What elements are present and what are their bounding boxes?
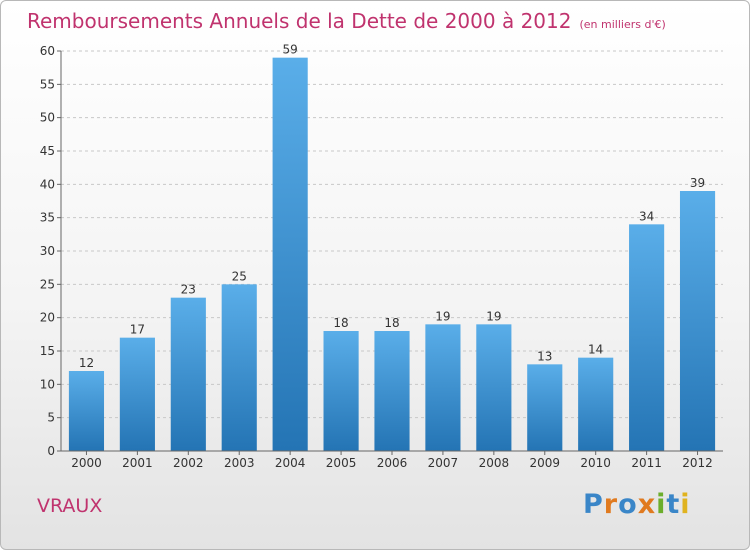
- title-text: Remboursements Annuels de la Dette de 20…: [27, 9, 572, 33]
- bar: [679, 191, 716, 451]
- x-tick-label: 2001: [122, 456, 153, 470]
- bar: [68, 371, 105, 451]
- x-tick-label: 2002: [173, 456, 204, 470]
- data-label: 39: [690, 176, 705, 190]
- bar: [323, 331, 359, 451]
- bar: [272, 57, 308, 452]
- bar: [527, 364, 563, 451]
- bars: 12 17 23 25 59 18 18 19 19 13 14 34 39: [68, 43, 716, 452]
- data-label: 23: [181, 283, 196, 297]
- logo-letter: o: [618, 489, 638, 520]
- bar: [425, 324, 461, 451]
- logo-letter: r: [603, 489, 619, 520]
- bar: [629, 224, 665, 451]
- bar: [170, 297, 206, 451]
- y-tick-label: 60: [40, 44, 55, 58]
- y-tick-label: 5: [47, 411, 55, 425]
- logo-letter: i: [680, 489, 691, 520]
- y-tick-label: 0: [47, 444, 55, 458]
- bar: [578, 357, 614, 451]
- logo-letter: P: [583, 489, 604, 520]
- data-label: 13: [537, 349, 552, 363]
- x-tick-label: 2003: [224, 456, 255, 470]
- x-tick-label: 2007: [428, 456, 459, 470]
- x-tick-label: 2011: [631, 456, 662, 470]
- data-label: 19: [435, 309, 450, 323]
- chart-title: Remboursements Annuels de la Dette de 20…: [27, 9, 666, 33]
- logo-letter: t: [666, 489, 681, 520]
- x-tick-label: 2005: [326, 456, 357, 470]
- y-tick-label: 15: [40, 344, 55, 358]
- proxiti-logo: Proxiti: [583, 489, 691, 520]
- y-tick-label: 35: [40, 211, 55, 225]
- data-label: 19: [486, 309, 501, 323]
- data-label: 25: [232, 269, 247, 283]
- x-tick-label: 2010: [580, 456, 611, 470]
- data-label: 34: [639, 209, 654, 223]
- x-tick-label: 2004: [275, 456, 306, 470]
- data-label: 17: [130, 323, 145, 337]
- data-label: 18: [384, 316, 399, 330]
- bar: [374, 331, 410, 451]
- data-label: 18: [333, 316, 348, 330]
- y-tick-label: 45: [40, 144, 55, 158]
- y-tick-label: 30: [40, 244, 55, 258]
- x-tick-label: 2008: [479, 456, 510, 470]
- chart-subtitle: (en milliers d'€): [579, 18, 666, 31]
- y-tick-label: 20: [40, 311, 55, 325]
- data-label: 14: [588, 343, 603, 357]
- y-tick-label: 25: [40, 277, 55, 291]
- data-label: 12: [79, 356, 94, 370]
- y-tick-label: 10: [40, 377, 55, 391]
- x-tick-label: 2000: [71, 456, 102, 470]
- y-tick-label: 55: [40, 77, 55, 91]
- bar: [221, 284, 257, 451]
- logo-letter: x: [637, 489, 657, 520]
- commune-name: VRAUX: [37, 495, 103, 517]
- bar: [476, 324, 512, 451]
- data-label: 59: [283, 43, 298, 57]
- y-tick-label: 50: [40, 111, 55, 125]
- x-tick-label: 2009: [529, 456, 560, 470]
- logo-letter: i: [656, 489, 667, 520]
- x-tick-label: 2012: [682, 456, 713, 470]
- x-tick-label: 2006: [377, 456, 408, 470]
- bar: [119, 337, 155, 451]
- axes: 0 5 10 15 20 25 30 35 40 45 50 55 60 2000 2001 2002 2003…: [40, 44, 723, 470]
- y-tick-label: 40: [40, 177, 55, 191]
